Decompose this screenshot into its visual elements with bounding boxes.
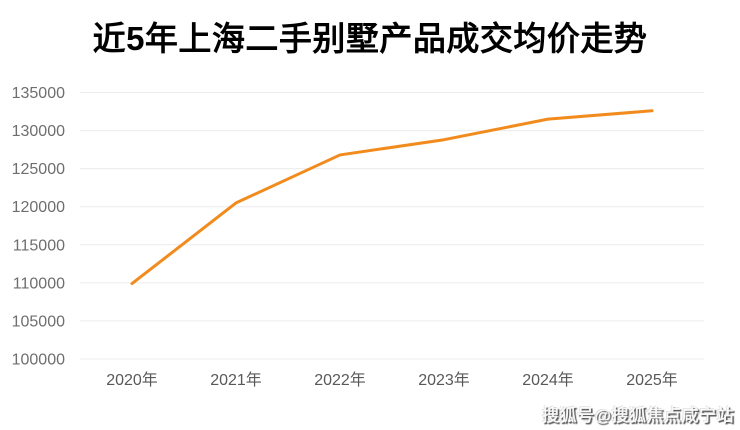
y-axis-tick-label: 120000	[12, 199, 65, 216]
x-axis-tick-label: 2024年	[522, 371, 574, 389]
y-axis-tick-label: 100000	[12, 352, 65, 369]
y-axis-tick-label: 105000	[12, 313, 65, 330]
x-axis-tick-label: 2021年	[210, 371, 262, 389]
y-axis-tick-label: 110000	[13, 275, 65, 292]
x-axis-tick-label: 2023年	[418, 371, 470, 389]
x-axis-tick-label: 2025年	[626, 371, 678, 389]
watermark-text: 搜狐号@搜狐焦点咸宁站	[541, 406, 734, 425]
y-axis-tick-label: 130000	[12, 123, 65, 140]
x-axis-tick-label: 2022年	[314, 371, 366, 389]
y-axis-tick-label: 135000	[12, 85, 65, 102]
y-axis-tick-label: 115000	[13, 237, 65, 254]
x-axis-tick-label: 2020年	[106, 371, 158, 389]
y-axis-tick-label: 125000	[12, 161, 65, 178]
chart-title: 近5年上海二手别墅产品成交均价走势	[92, 20, 648, 57]
price-trend-line	[130, 109, 654, 286]
